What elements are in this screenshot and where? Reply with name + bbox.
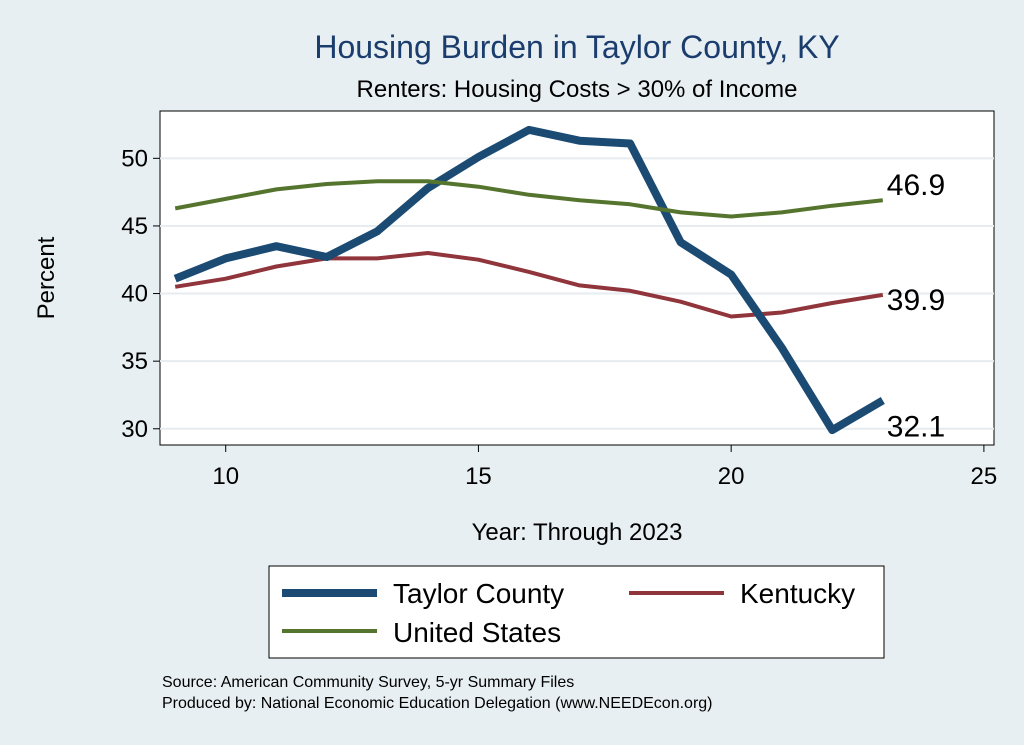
end-label-taylor-county: 32.1	[887, 410, 945, 443]
data-point-kentucky	[376, 257, 379, 260]
y-tick-label: 35	[121, 348, 148, 375]
data-point-taylor-county	[527, 128, 530, 131]
x-tick-label: 20	[718, 463, 745, 490]
chart-subtitle: Renters: Housing Costs > 30% of Income	[357, 76, 798, 103]
data-point-kentucky	[477, 258, 480, 261]
data-point-taylor-county	[578, 139, 581, 142]
legend-label-taylor-county: Taylor County	[393, 578, 564, 609]
data-point-kentucky	[174, 285, 177, 288]
legend-box	[268, 565, 885, 659]
data-point-kentucky	[224, 277, 227, 280]
axes: 30 35 40 45 50 10 15 20 25	[121, 145, 997, 490]
data-point-united-states	[527, 193, 530, 196]
data-point-kentucky	[578, 284, 581, 287]
y-tick-label: 50	[121, 145, 148, 172]
end-label-kentucky: 39.9	[887, 284, 945, 317]
data-point-united-states	[174, 207, 177, 210]
gridlines	[160, 157, 994, 430]
data-point-united-states	[831, 204, 834, 207]
data-point-united-states	[730, 215, 733, 218]
data-point-united-states	[325, 183, 328, 186]
chart-title: Housing Burden in Taylor County, KY	[314, 29, 839, 65]
data-point-united-states	[275, 188, 278, 191]
data-point-united-states	[629, 203, 632, 206]
source-line-1: Source: American Community Survey, 5-yr …	[162, 674, 574, 691]
data-point-taylor-county	[679, 241, 682, 244]
data-point-united-states	[881, 199, 884, 202]
data-point-taylor-county	[881, 399, 884, 402]
data-point-taylor-county	[325, 256, 328, 259]
end-labels: 39.9 32.1 46.9	[887, 169, 945, 443]
data-point-kentucky	[780, 311, 783, 314]
data-point-united-states	[426, 180, 429, 183]
data-point-kentucky	[426, 251, 429, 254]
series-line-united-states	[174, 179, 884, 219]
data-point-kentucky	[527, 270, 530, 273]
data-point-taylor-county	[730, 273, 733, 276]
end-label-united-states: 46.9	[887, 169, 945, 202]
series-line-taylor-county	[173, 125, 885, 435]
data-point-united-states	[780, 211, 783, 214]
y-tick-label: 45	[121, 213, 148, 240]
data-point-taylor-county	[477, 155, 480, 158]
series-layer	[173, 125, 885, 435]
series-line-kentucky	[174, 251, 884, 319]
x-tick-label: 15	[465, 463, 492, 490]
data-point-taylor-county	[224, 257, 227, 260]
data-point-united-states	[376, 180, 379, 183]
x-tick-label: 25	[971, 463, 998, 490]
data-point-united-states	[679, 211, 682, 214]
data-point-kentucky	[679, 300, 682, 303]
legend: Taylor County Kentucky United States	[282, 578, 855, 648]
data-point-kentucky	[275, 265, 278, 268]
x-tick-label: 10	[212, 463, 239, 490]
data-point-taylor-county	[831, 429, 834, 432]
data-point-taylor-county	[174, 277, 177, 280]
data-point-united-states	[224, 197, 227, 200]
plot-area	[159, 110, 995, 446]
source-line-2: Produced by: National Economic Education…	[162, 695, 713, 712]
data-point-taylor-county	[629, 142, 632, 145]
data-point-kentucky	[629, 289, 632, 292]
legend-label-kentucky: Kentucky	[740, 578, 855, 609]
data-point-taylor-county	[426, 187, 429, 190]
legend-label-united-states: United States	[393, 617, 561, 648]
data-point-united-states	[578, 199, 581, 202]
data-point-kentucky	[831, 302, 834, 305]
x-axis-label: Year: Through 2023	[472, 519, 683, 546]
data-point-taylor-county	[780, 346, 783, 349]
data-point-taylor-county	[275, 245, 278, 248]
data-point-taylor-county	[376, 230, 379, 233]
y-axis-label: Percent	[33, 236, 60, 319]
y-tick-label: 30	[121, 416, 148, 443]
data-point-united-states	[477, 185, 480, 188]
data-point-kentucky	[730, 315, 733, 318]
y-tick-label: 40	[121, 281, 148, 308]
data-point-kentucky	[881, 293, 884, 296]
